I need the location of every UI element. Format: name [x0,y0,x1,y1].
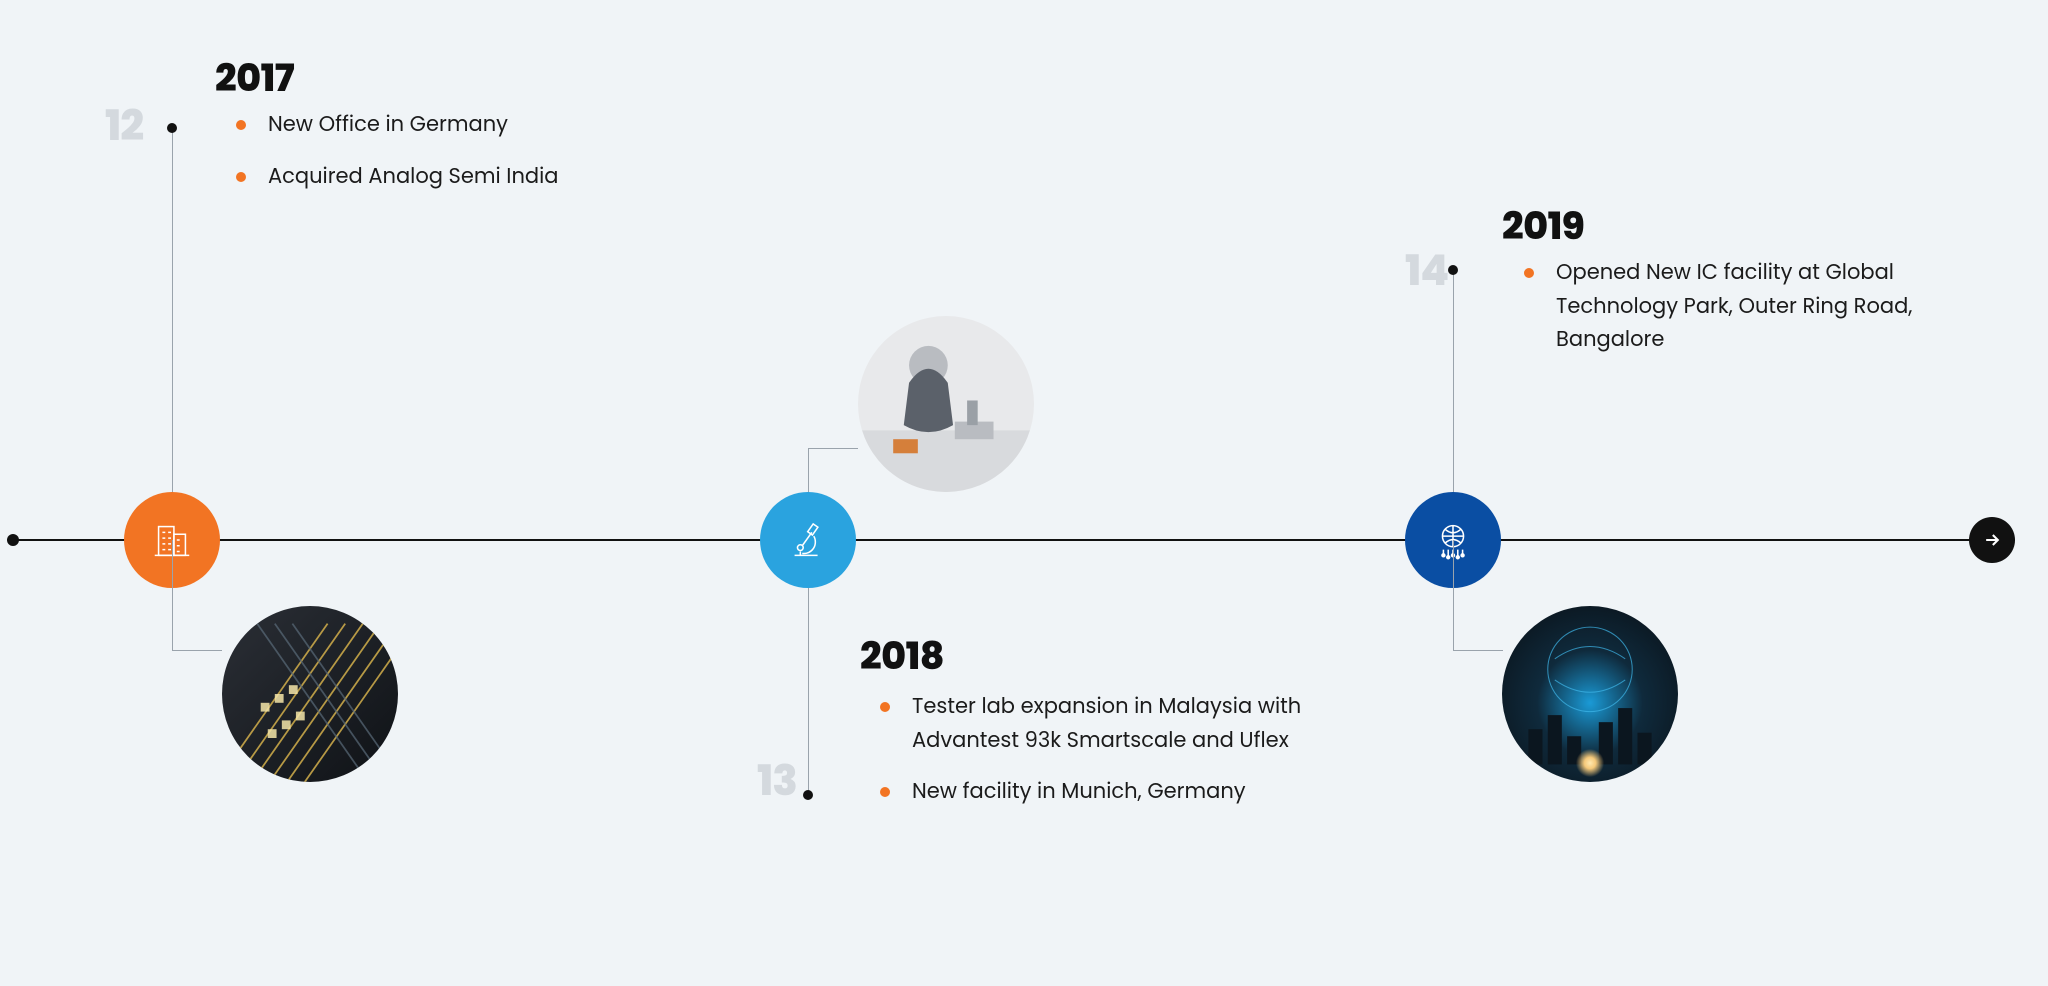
bullet-dot-icon [236,120,246,130]
timeline-axis [13,539,2015,541]
m2019-photo [1502,606,1678,782]
bullet-dot-icon [236,172,246,182]
m2017-bullet-1: Acquired Analog Semi India [236,160,656,194]
bg-number-12: 12 [105,105,143,147]
microscope-icon [785,517,831,563]
m2017-bullet-0: New Office in Germany [236,108,656,142]
bullet-dot-icon [880,787,890,797]
bg-number-14: 14 [1405,250,1448,292]
m2017-photo [222,606,398,782]
timeline-next-button[interactable] [1969,517,2015,563]
m2019-bullet-0-text: Opened New IC facility at Global Technol… [1556,256,1944,357]
m2018-photo-stem-h [808,448,858,449]
m2017-stem [172,128,173,540]
lab-photo-placeholder [858,316,1034,492]
m2019-stem-dot [1448,265,1458,275]
bullet-dot-icon [880,702,890,712]
m2018-year: 2018 [860,628,944,685]
m2018-bullet-0: Tester lab expansion in Malaysia with Ad… [880,690,1350,757]
m2017-bullets: New Office in Germany Acquired Analog Se… [236,108,656,211]
m2019-year: 2019 [1502,198,1584,255]
m2018-node [760,492,856,588]
m2018-photo [858,316,1034,492]
m2017-photo-stem-v [172,540,173,650]
arrow-right-icon [1982,530,2002,550]
m2018-bullet-1: New facility in Munich, Germany [880,775,1350,809]
building-photo-placeholder [222,606,398,782]
tech-globe-photo-placeholder [1502,606,1678,782]
m2018-bullet-0-text: Tester lab expansion in Malaysia with Ad… [912,690,1350,757]
m2017-bullet-0-text: New Office in Germany [268,108,656,142]
m2017-bullet-1-text: Acquired Analog Semi India [268,160,656,194]
m2017-photo-stem-h [172,650,222,651]
m2019-photo-stem-h [1453,650,1503,651]
m2018-bullets: Tester lab expansion in Malaysia with Ad… [880,690,1350,827]
timeline-start-dot [7,534,19,546]
m2019-bullet-0: Opened New IC facility at Global Technol… [1524,256,1944,357]
m2018-bullet-1-text: New facility in Munich, Germany [912,775,1350,809]
bullet-dot-icon [1524,268,1534,278]
bg-number-13: 13 [757,760,797,802]
m2019-bullets: Opened New IC facility at Global Technol… [1524,256,1944,375]
m2017-year: 2017 [215,50,294,107]
m2018-stem-dot [803,790,813,800]
m2019-photo-stem-v [1453,540,1454,650]
m2017-stem-dot [167,123,177,133]
